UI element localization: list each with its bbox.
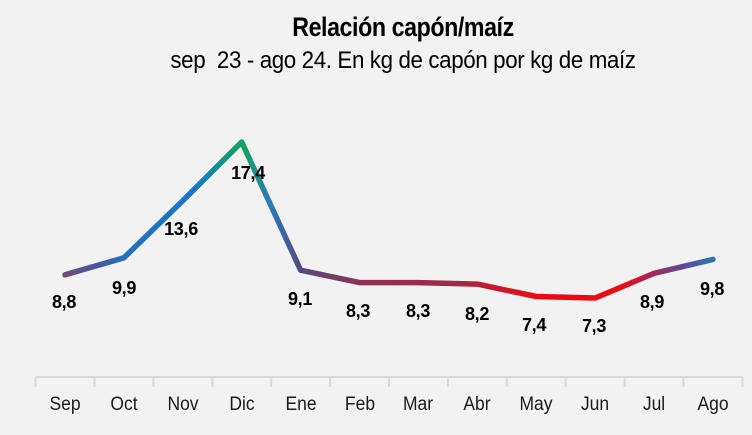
data-label-may: 7,4	[521, 315, 547, 335]
data-label-oct: 9,9	[111, 278, 137, 298]
data-label-dic: 17,4	[231, 163, 265, 183]
data-label-nov: 13,6	[164, 219, 198, 239]
x-tick-label-feb: Feb	[344, 394, 376, 415]
x-tick-label-jul: Jul	[642, 394, 666, 415]
x-tick-label-dic: Dic	[229, 394, 255, 415]
data-label-ago: 9,8	[699, 279, 725, 299]
data-label-sep: 8,8	[51, 292, 77, 312]
data-label-abr: 8,2	[464, 304, 490, 324]
data-label-jun: 7,3	[581, 316, 607, 336]
x-axis-line	[34, 376, 744, 387]
series-line	[62, 139, 716, 301]
x-tick-label-ago: Ago	[697, 394, 729, 415]
x-axis	[34, 376, 744, 387]
x-tick-label-may: May	[519, 394, 553, 415]
x-tick-label-nov: Nov	[167, 394, 199, 415]
x-tick-label-sep: Sep	[49, 394, 81, 415]
data-label-mar: 8,3	[405, 301, 431, 321]
data-label-ene: 9,1	[287, 289, 313, 309]
data-label-jul: 8,9	[639, 292, 665, 312]
x-tick-label-ene: Ene	[285, 394, 317, 415]
chart-subtitle: sep 23 - ago 24. En kg de capón por kg d…	[170, 47, 636, 74]
chart-title: Relación capón/maíz	[292, 12, 514, 42]
x-tick-label-mar: Mar	[402, 394, 434, 415]
x-tick-label-oct: Oct	[110, 394, 138, 415]
x-tick-label-jun: Jun	[580, 394, 610, 415]
data-label-feb: 8,3	[345, 301, 371, 321]
x-tick-label-abr: Abr	[463, 394, 491, 415]
chart-header: Relación capón/maíz sep 23 - ago 24. En …	[54, 12, 752, 75]
